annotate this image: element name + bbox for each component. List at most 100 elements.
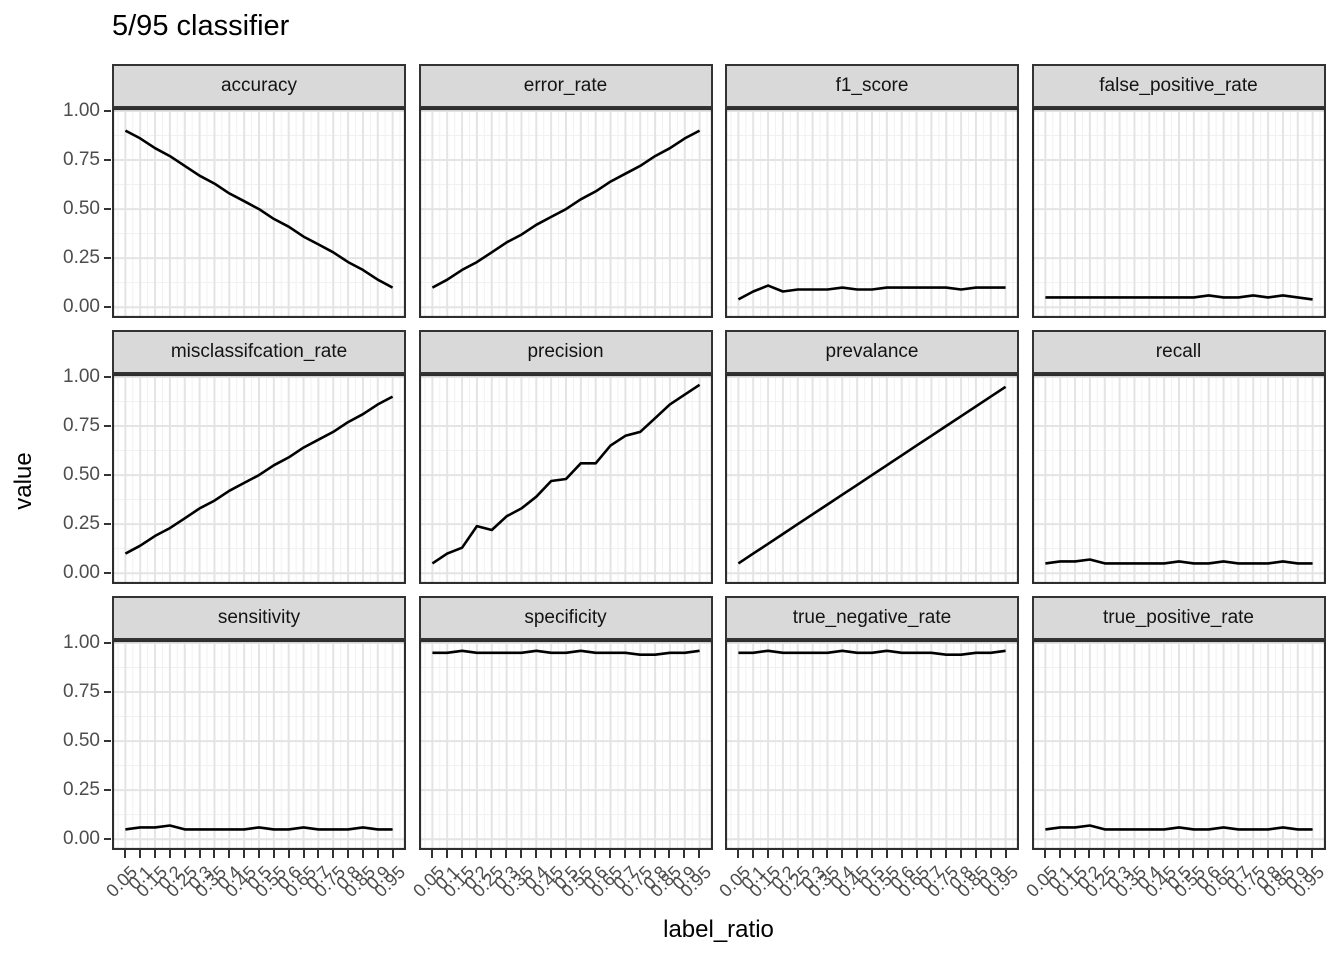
x-tick-mark [1222,850,1225,858]
facet-strip-recall: recall [1031,330,1326,374]
facet-strip-label: precision [527,341,604,362]
y-tick-mark [104,109,111,112]
panel-border [1031,640,1326,850]
x-tick-mark [332,850,335,858]
x-tick-mark [826,850,829,858]
x-axis-title: label_ratio [663,916,774,943]
x-tick-mark [198,850,201,858]
x-tick-mark [1177,850,1180,858]
x-tick-mark [945,850,948,858]
x-tick-mark [638,850,641,858]
facet-panel-error_rate [418,108,713,318]
series-line-sensitivity [125,824,393,831]
x-tick-mark [871,850,873,858]
x-tick-mark [154,850,157,858]
y-tick-mark [104,691,111,693]
plot-title: 5/95 classifier [112,10,290,42]
facet-strip-precision: precision [418,330,713,374]
x-tick-mark [430,850,433,858]
facet-strip-true_positive_rate: true_positive_rate [1031,596,1326,640]
series-line-true_positive_rate [1044,824,1313,831]
y-tick-mark [104,740,111,743]
y-axis-title: value [10,452,37,510]
facet-panel-sensitivity [112,640,406,850]
y-tick-mark [104,474,111,477]
panel-border [418,108,713,318]
series-line-true_negative_rate [738,649,1006,656]
y-tick-label: 0.25 [63,247,100,269]
x-tick-mark [1004,850,1007,858]
x-tick-mark [930,850,933,858]
y-tick-mark [104,159,111,161]
facet-strip-label: true_negative_rate [792,607,952,628]
x-tick-mark [1118,850,1121,858]
facet-strip-sensitivity: sensitivity [112,596,406,640]
panel-border [112,374,406,584]
y-tick-label: 0.00 [63,296,100,318]
y-tick-label: 0.50 [63,198,100,220]
facet-strip-label: f1_score [835,75,909,96]
x-tick-mark [900,850,903,858]
x-tick-mark [781,850,784,858]
x-tick-mark [258,850,260,858]
x-tick-mark [653,850,656,858]
facet-strip-label: prevalance [825,341,919,362]
x-tick-mark [168,850,171,858]
facet-strip-accuracy: accuracy [112,64,406,108]
x-tick-mark [228,850,231,858]
x-tick-mark [391,850,394,858]
x-tick-mark [1207,850,1210,858]
y-tick-label: 0.00 [63,562,100,584]
facet-panel-precision [418,374,713,584]
x-tick-mark [752,850,755,858]
y-tick-label: 0.25 [63,779,100,801]
x-tick-mark [1266,850,1269,858]
y-tick-label: 1.00 [63,365,100,387]
facet-strip-misclassifcation_rate: misclassifcation_rate [112,330,406,374]
x-tick-mark [609,850,612,858]
x-tick-mark [1296,850,1299,858]
panel-border [1031,108,1326,318]
x-tick-mark [445,850,448,858]
facet-strip-false_positive_rate: false_positive_rate [1031,64,1326,108]
x-tick-mark [317,850,320,858]
y-tick-mark [104,572,111,575]
x-tick-mark [1058,850,1061,858]
y-tick-label: 1.00 [63,631,100,653]
series-line-specificity [431,649,700,656]
y-tick-mark [104,838,111,841]
facet-strip-label: accuracy [220,75,298,96]
x-tick-mark [915,850,918,858]
facet-strip-label: misclassifcation_rate [170,341,348,362]
x-tick-mark [376,850,379,858]
x-tick-mark [960,850,963,858]
series-line-false_positive_rate [1044,294,1313,301]
x-tick-mark [1162,850,1165,858]
facet-panel-f1_score [725,108,1019,318]
series-line-f1_score [737,284,1006,301]
panel-border [725,640,1019,850]
x-tick-mark [737,850,740,858]
x-tick-mark [302,850,305,858]
facet-strip-label: sensitivity [217,607,301,628]
x-tick-mark [272,850,275,858]
x-tick-mark [668,850,671,858]
x-tick-mark [564,850,567,858]
x-tick-mark [1251,850,1254,858]
x-tick-mark [974,850,977,858]
x-tick-mark [287,850,290,858]
x-tick-mark [1147,850,1150,858]
x-tick-mark [460,850,463,858]
x-tick-mark [841,850,844,858]
x-tick-mark [519,850,522,858]
y-tick-mark [104,523,111,526]
x-tick-mark [1311,850,1314,858]
y-tick-label: 0.00 [63,828,100,850]
y-tick-mark [104,641,111,644]
series-line-recall [1044,558,1313,565]
x-tick-mark [796,850,799,858]
x-tick-mark [683,850,686,858]
series-line-error_rate [431,129,700,289]
facet-panel-false_positive_rate [1031,108,1326,318]
x-tick-mark [1073,850,1076,858]
